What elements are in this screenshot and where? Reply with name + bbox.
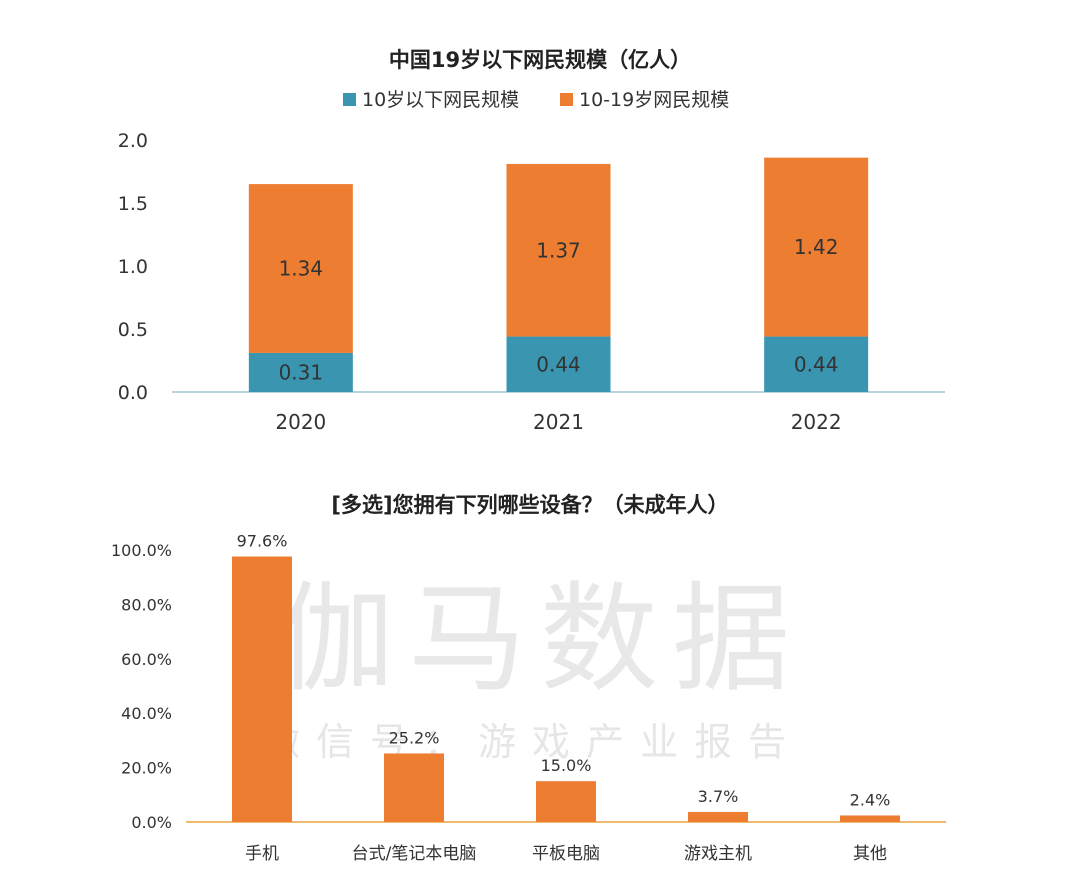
y-tick-label: 0.0% [131,813,172,832]
y-tick-label: 100.0% [111,541,172,560]
bar-device [840,815,900,822]
data-label: 97.6% [237,532,288,551]
bar-under10 [506,336,611,392]
watermark-sub-text: 微信号：游戏产业报告 [262,720,802,764]
bar-under10 [764,336,869,392]
y-tick-label: 1.0 [118,256,148,278]
legend-swatch-under10 [343,93,356,106]
chart1-title: 中国19岁以下网民规模（亿人） [389,48,691,72]
y-tick-label: 2.0 [118,130,148,152]
y-tick-label: 80.0% [121,595,172,614]
data-label: 25.2% [389,728,440,747]
x-tick-label: 平板电脑 [532,844,600,864]
bar-device [232,556,292,822]
x-tick-label: 手机 [245,844,279,864]
data-label: 2.4% [850,790,891,809]
chart2-title: [多选]您拥有下列哪些设备？（未成年人） [331,493,728,517]
data-label: 3.7% [698,787,739,806]
y-tick-label: 20.0% [121,759,172,778]
x-tick-label: 其他 [853,844,887,864]
chart-devices: 伽马数据 微信号：游戏产业报告 [多选]您拥有下列哪些设备？（未成年人） 0.0… [111,493,946,864]
legend-swatch-10-19 [560,93,573,106]
watermark-main-text: 伽马数据 [276,570,804,708]
bar-under10 [248,352,353,392]
data-label: 15.0% [541,756,592,775]
chart-internet-users: 中国19岁以下网民规模（亿人） 10岁以下网民规模 10-19岁网民规模 0.0… [118,48,945,434]
bar-10-19 [764,157,869,337]
data-label-10-19: 1.37 [536,238,581,262]
x-tick-label: 2022 [791,410,842,434]
bar-10-19 [506,163,611,337]
data-label-under10: 0.44 [536,352,581,376]
bar-10-19 [248,184,353,353]
x-tick-label: 2020 [275,410,326,434]
data-label-under10: 0.44 [794,352,839,376]
legend-label-10-19: 10-19岁网民规模 [579,89,729,111]
y-tick-label: 60.0% [121,650,172,669]
data-label-under10: 0.31 [279,360,324,384]
x-tick-label: 2021 [533,410,584,434]
bar-device [688,811,748,822]
bar-device [384,753,444,822]
watermark: 伽马数据 微信号：游戏产业报告 [262,570,804,764]
x-tick-label: 游戏主机 [684,844,752,864]
y-tick-label: 40.0% [121,704,172,723]
data-label-10-19: 1.34 [279,257,324,281]
y-tick-label: 0.0 [118,382,148,404]
bar-device [536,781,596,822]
legend-label-under10: 10岁以下网民规模 [362,89,519,111]
y-tick-label: 0.5 [118,319,148,341]
x-tick-label: 台式/笔记本电脑 [352,844,477,864]
y-tick-label: 1.5 [118,193,148,215]
data-label-10-19: 1.42 [794,235,839,259]
